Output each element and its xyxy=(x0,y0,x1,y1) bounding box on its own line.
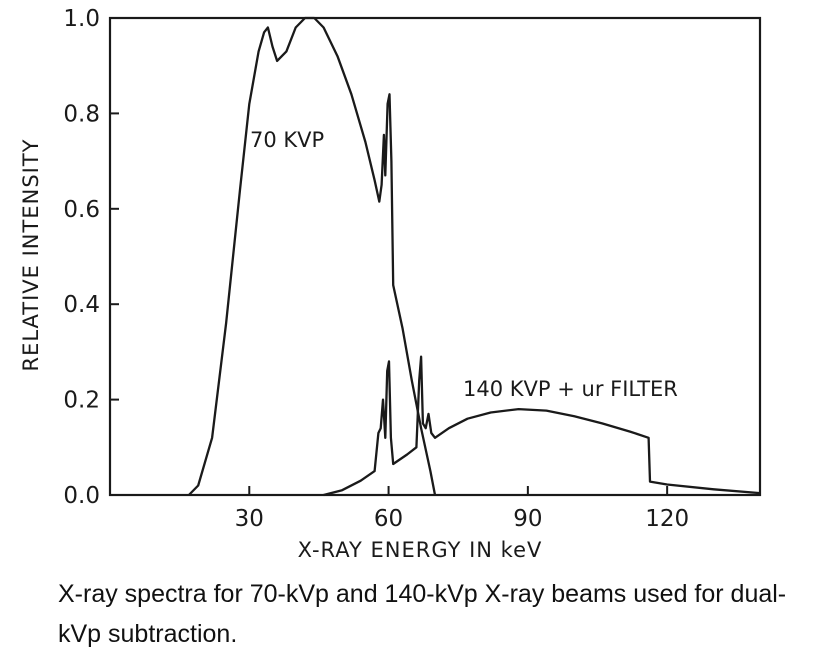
x-tick-label: 120 xyxy=(645,506,689,532)
x-tick-label: 30 xyxy=(235,506,264,532)
y-tick-label: 1.0 xyxy=(63,6,100,32)
x-axis-title: X-RAY ENERGY IN keV xyxy=(298,538,543,562)
series-label-70kvp: 70 KVP xyxy=(250,128,324,152)
spectra-chart: 0.0 0.2 0.4 0.6 0.8 1.0 30 60 90 120 X-RAY ENERG… xyxy=(19,6,762,562)
y-tick-label: 0.4 xyxy=(63,292,100,318)
y-axis-ticks: 0.0 0.2 0.4 0.6 0.8 1.0 xyxy=(63,6,119,509)
x-tick-label: 60 xyxy=(374,506,403,532)
y-axis-title: RELATIVE INTENSITY xyxy=(19,139,43,372)
plot-border xyxy=(108,16,762,497)
y-tick-label: 0.0 xyxy=(63,483,100,509)
x-axis-ticks: 30 60 90 120 xyxy=(235,486,689,532)
series-lines xyxy=(188,16,761,497)
x-tick-label: 90 xyxy=(513,506,542,532)
y-tick-label: 0.8 xyxy=(63,101,100,127)
y-tick-label: 0.6 xyxy=(63,197,100,223)
y-tick-label: 0.2 xyxy=(63,388,100,414)
series-line-70kvp xyxy=(188,16,437,496)
series-line-140kvp xyxy=(323,355,761,497)
plot-frame xyxy=(108,16,762,497)
figure-caption: X-ray spectra for 70-kVp and 140-kVp X-r… xyxy=(58,580,787,648)
series-label-140kvp: 140 KVP + ur FILTER xyxy=(463,377,678,401)
